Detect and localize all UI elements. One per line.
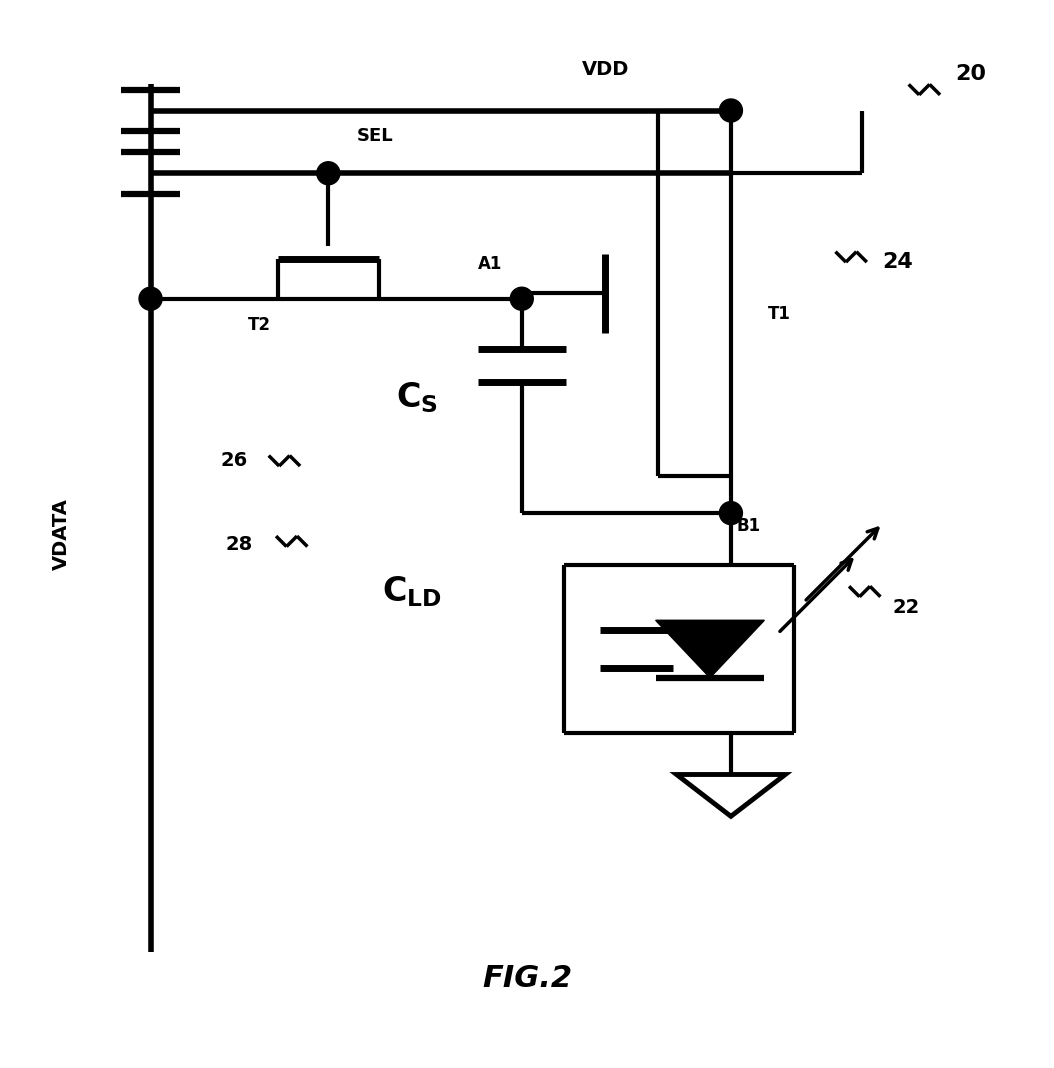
Text: 28: 28 — [226, 535, 253, 554]
Text: 20: 20 — [956, 64, 987, 84]
Polygon shape — [656, 621, 764, 678]
Text: VDATA: VDATA — [53, 498, 72, 570]
Text: SEL: SEL — [357, 127, 394, 145]
Text: 24: 24 — [882, 252, 913, 272]
Circle shape — [720, 99, 742, 122]
Text: VDD: VDD — [582, 60, 629, 79]
Circle shape — [317, 161, 339, 185]
Text: $\mathbf{C_{LD}}$: $\mathbf{C_{LD}}$ — [382, 575, 442, 609]
Text: $\mathbf{C_S}$: $\mathbf{C_S}$ — [396, 380, 438, 415]
Text: FIG.2: FIG.2 — [482, 964, 572, 993]
Circle shape — [720, 502, 742, 524]
Text: T1: T1 — [767, 305, 790, 324]
Text: 22: 22 — [893, 598, 920, 616]
Circle shape — [510, 287, 533, 310]
Circle shape — [139, 287, 162, 310]
Text: 26: 26 — [220, 452, 248, 470]
Text: T2: T2 — [248, 316, 271, 334]
Text: A1: A1 — [479, 254, 503, 272]
Text: B1: B1 — [736, 517, 760, 535]
